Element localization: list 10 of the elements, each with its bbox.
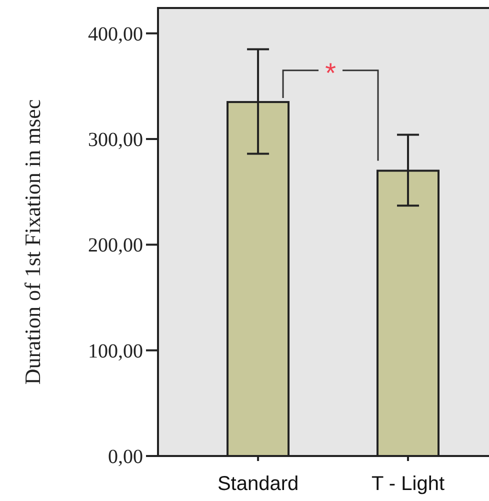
y-tick-label: 300,00: [88, 129, 143, 152]
y-tick-label: 400,00: [88, 23, 143, 46]
y-tick-label: 100,00: [88, 340, 143, 362]
x-tick-label: T - Light: [372, 473, 445, 495]
y-tick-label: 0,00: [108, 446, 143, 468]
y-axis-title: Duration of 1st Fixation in msec: [20, 99, 45, 385]
x-tick-label: Standard: [217, 473, 299, 495]
significance-bracket: *: [282, 57, 379, 162]
annotation: *: [325, 57, 336, 88]
y-tick-label: 200,00: [88, 234, 143, 257]
